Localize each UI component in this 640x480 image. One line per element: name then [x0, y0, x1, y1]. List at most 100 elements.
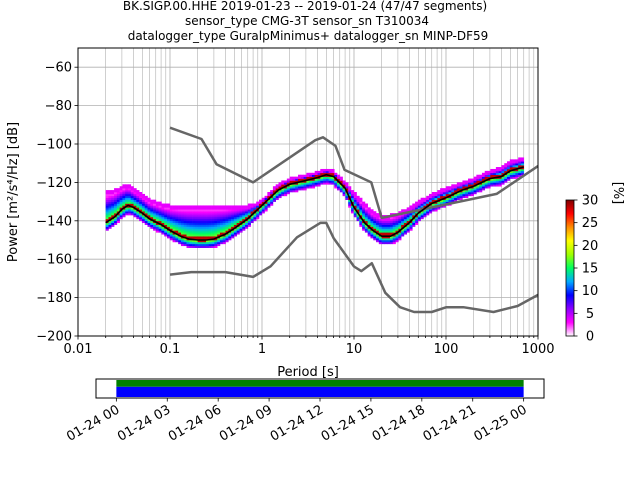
pdf-cell	[465, 186, 469, 189]
pdf-cell	[169, 215, 173, 218]
pdf-cell	[337, 174, 341, 177]
pdf-cell	[364, 228, 368, 231]
pdf-cell	[376, 238, 380, 241]
pdf-cell	[194, 211, 198, 214]
pdf-cell	[125, 199, 129, 202]
pdf-cell	[442, 195, 447, 199]
pdf-cell	[512, 174, 516, 177]
pdf-cell	[367, 218, 371, 222]
pdf-cell	[231, 213, 235, 216]
pdf-cell	[186, 205, 190, 208]
pdf-cell	[504, 165, 508, 168]
pdf-cell	[192, 226, 196, 229]
pdf-cell	[376, 215, 380, 218]
pdf-cell	[406, 228, 410, 231]
pdf-cell	[203, 209, 207, 212]
pdf-cell	[498, 170, 502, 174]
pdf-cell	[139, 193, 143, 197]
pdf-cell	[108, 216, 112, 220]
pdf-cell	[451, 192, 455, 195]
pdf-cell	[228, 226, 232, 229]
pdf-cell	[509, 163, 513, 166]
pdf-cell	[504, 174, 508, 177]
pdf-cell	[122, 193, 126, 197]
pdf-cell	[183, 222, 187, 225]
pdf-cell	[473, 180, 477, 183]
pdf-cell	[158, 213, 162, 216]
pdf-cell	[175, 238, 179, 241]
pdf-cell	[225, 240, 229, 243]
pdf-cell	[493, 172, 497, 176]
pdf-cell	[498, 176, 502, 179]
pdf-cell	[507, 163, 511, 166]
pdf-cell	[194, 224, 198, 227]
pdf-cell	[189, 216, 193, 220]
pdf-cell	[153, 201, 157, 204]
pdf-cell	[127, 199, 132, 202]
pdf-cell	[167, 222, 171, 225]
pdf-cell	[189, 222, 193, 225]
pdf-cell	[183, 205, 187, 208]
pdf-cell	[376, 230, 380, 233]
pdf-cell	[454, 184, 458, 187]
pdf-cell	[481, 184, 486, 187]
pdf-cell	[362, 213, 366, 216]
pdf-cell	[415, 215, 419, 218]
pdf-cell	[194, 213, 198, 216]
timeline-tick-label: 01-24 03	[115, 402, 173, 444]
pdf-cell	[493, 180, 497, 183]
pdf-cell	[501, 176, 505, 179]
pdf-cell	[228, 234, 232, 237]
pdf-cell	[222, 213, 226, 216]
pdf-cell	[114, 193, 118, 197]
pdf-cell	[258, 209, 263, 212]
pdf-cell	[242, 228, 246, 231]
pdf-cell	[169, 216, 173, 220]
pdf-cell	[350, 192, 355, 195]
pdf-cell	[512, 165, 516, 168]
pdf-cell	[356, 203, 360, 206]
pdf-cell	[348, 199, 352, 202]
pdf-cell	[236, 228, 240, 231]
pdf-cell	[136, 192, 140, 195]
pdf-cell	[392, 240, 396, 243]
pdf-cell	[111, 199, 115, 202]
pdf-cell	[325, 168, 329, 172]
pdf-cell	[465, 192, 469, 195]
pdf-cell	[225, 222, 229, 225]
pdf-cell	[192, 243, 196, 247]
pdf-cell	[337, 176, 341, 179]
pdf-cell	[203, 245, 207, 248]
pdf-cell	[208, 222, 212, 225]
pdf-cell	[270, 192, 274, 195]
pdf-cell	[150, 207, 154, 210]
pdf-cell	[111, 220, 115, 224]
pdf-cell	[180, 238, 185, 241]
pdf-cell	[233, 215, 237, 218]
pdf-cell	[515, 161, 519, 164]
pdf-cell	[264, 205, 268, 208]
pdf-cell	[518, 163, 522, 166]
pdf-cell	[267, 193, 271, 197]
pdf-cell	[387, 222, 391, 225]
pdf-cell	[476, 190, 480, 193]
pdf-cell	[376, 234, 380, 237]
pdf-cell	[214, 224, 218, 227]
pdf-cell	[398, 224, 402, 227]
pdf-cell	[284, 180, 288, 183]
pdf-cell	[479, 178, 483, 181]
pdf-cell	[370, 213, 374, 216]
pdf-cell	[200, 240, 204, 243]
pdf-cell	[501, 167, 505, 170]
pdf-cell	[105, 201, 109, 204]
pdf-cell	[186, 207, 190, 210]
pdf-cell	[490, 180, 494, 183]
pdf-cell	[325, 172, 329, 176]
pdf-cell	[133, 209, 137, 212]
pdf-cell	[448, 199, 452, 202]
pdf-cell	[481, 178, 486, 181]
pdf-cell	[342, 192, 346, 195]
pdf-cell	[348, 205, 352, 208]
pdf-cell	[206, 222, 210, 225]
pdf-cell	[256, 201, 260, 204]
